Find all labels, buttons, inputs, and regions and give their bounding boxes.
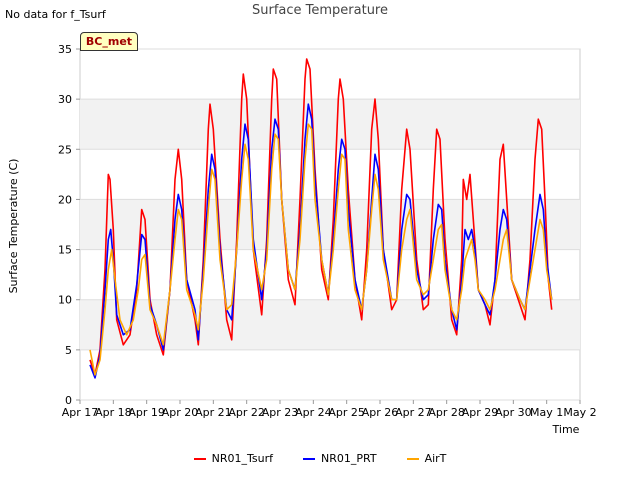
y-axis: 0 5 10 15 20 25 30 35 (58, 43, 80, 407)
site-badge: BC_met (80, 32, 138, 51)
x-tick-label: Apr 23 (262, 406, 299, 419)
x-tick-label: Apr 19 (128, 406, 165, 419)
x-tick-label: May 2 (563, 406, 596, 419)
x-tick-label: Apr 24 (295, 406, 332, 419)
x-tick-label: May 1 (530, 406, 563, 419)
x-tick-label: Apr 26 (362, 406, 399, 419)
x-tick-label: Apr 27 (395, 406, 432, 419)
x-axis-label: Time (552, 423, 580, 436)
y-tick-label: 0 (65, 394, 72, 407)
y-tick-label: 5 (65, 344, 72, 357)
series-line-airt (89, 123, 553, 376)
y-tick-label: 10 (58, 294, 72, 307)
grid-bands (80, 99, 580, 350)
x-tick-label: Apr 20 (162, 406, 199, 419)
y-tick-label: 30 (58, 93, 72, 106)
y-tick-label: 25 (58, 143, 72, 156)
chart-title: Surface Temperature (251, 3, 388, 18)
series-lines (89, 58, 553, 379)
legend-label-prt: NR01_PRT (320, 452, 377, 465)
no-data-note: No data for f_Tsurf (5, 8, 106, 21)
legend-label-airt: AirT (424, 452, 447, 465)
x-tick-label: Apr 22 (228, 406, 265, 419)
y-tick-label: 35 (58, 43, 72, 56)
legend-item-airt: AirT (406, 452, 447, 465)
legend-swatch-airt (406, 457, 419, 460)
legend-swatch-tsurf (193, 457, 206, 460)
y-tick-label: 20 (58, 193, 72, 206)
x-tick-label: Apr 17 (62, 406, 99, 419)
y-axis-label: Surface Temperature (C) (7, 159, 20, 294)
legend: NR01_Tsurf NR01_PRT AirT (0, 452, 640, 465)
legend-label-tsurf: NR01_Tsurf (211, 452, 273, 465)
legend-swatch-prt (302, 457, 315, 460)
legend-item-prt: NR01_PRT (302, 452, 377, 465)
legend-item-tsurf: NR01_Tsurf (193, 452, 273, 465)
x-tick-label: Apr 21 (195, 406, 232, 419)
x-tick-label: Apr 28 (428, 406, 465, 419)
x-tick-label: Apr 25 (328, 406, 365, 419)
x-tick-label: Apr 18 (95, 406, 132, 419)
grid-band (80, 99, 580, 150)
grid-band (80, 199, 580, 250)
x-tick-label: Apr 29 (462, 406, 499, 419)
y-tick-label: 15 (58, 244, 72, 257)
x-tick-label: Apr 30 (495, 406, 532, 419)
